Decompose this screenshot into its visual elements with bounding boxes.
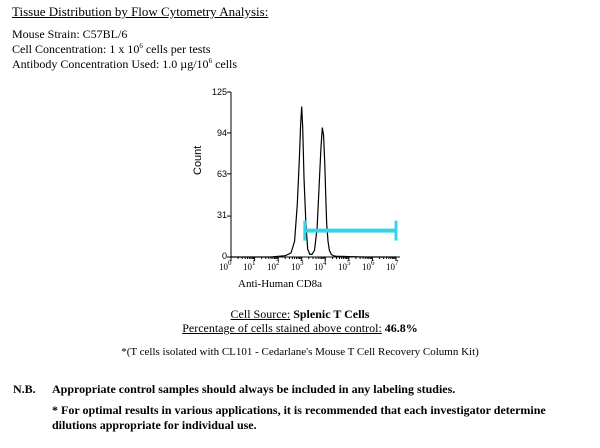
x-axis-label: Anti-Human CD8a (238, 278, 323, 290)
x-tick-label: 105 (338, 259, 351, 273)
cell-concentration: Cell Concentration: 1 x 106 cells per te… (12, 42, 210, 57)
histogram-plot (227, 91, 400, 261)
page-title: Tissue Distribution by Flow Cytometry An… (12, 4, 269, 19)
y-tick-label: 31 (216, 210, 227, 220)
y-tick-label: 0 (221, 251, 227, 261)
cell-conc-exp: 6 (139, 42, 143, 50)
x-tick-label: 100 (219, 259, 232, 273)
nb-text: Appropriate control samples should alway… (52, 382, 456, 396)
x-tick-label: 101 (243, 259, 256, 273)
nb-key: N.B. (13, 382, 36, 396)
x-tick-label: 103 (291, 259, 304, 273)
percentage-stained: Percentage of cells stained above contro… (0, 321, 600, 336)
x-tick-label: 107 (386, 259, 399, 273)
y-tick-label: 94 (216, 128, 227, 138)
isolation-note: *(T cells isolated with CL101 - Cedarlan… (121, 346, 479, 358)
x-tick-label: 102 (267, 259, 280, 273)
cell-source-value: Splenic T Cells (290, 307, 370, 321)
percentage-value: 46.8% (381, 321, 418, 335)
histogram-line (231, 106, 396, 258)
x-tick-label: 104 (314, 259, 327, 273)
ab-conc-exp: 6 (208, 57, 213, 65)
antibody-concentration: Antibody Concentration Used: 1.0 µg/106 … (12, 57, 237, 72)
y-tick-label: 125 (211, 87, 227, 97)
cell-source-label: Cell Source: (230, 307, 291, 321)
percentage-label: Percentage of cells stained above contro… (182, 321, 382, 335)
cell-conc-suffix: cells per tests (142, 42, 211, 56)
ab-conc-prefix: Antibody Concentration Used: 1.0 µg/10 (12, 57, 209, 71)
x-tick-label: 106 (362, 259, 375, 273)
ab-conc-suffix: cells (212, 57, 238, 71)
cell-source: Cell Source: Splenic T Cells (0, 307, 600, 322)
mouse-strain: Mouse Strain: C57BL/6 (12, 27, 128, 41)
optimal-results-note: * For optimal results in various applica… (52, 403, 546, 432)
y-tick-label: 63 (216, 169, 227, 179)
cell-conc-prefix: Cell Concentration: 1 x 10 (12, 42, 140, 56)
